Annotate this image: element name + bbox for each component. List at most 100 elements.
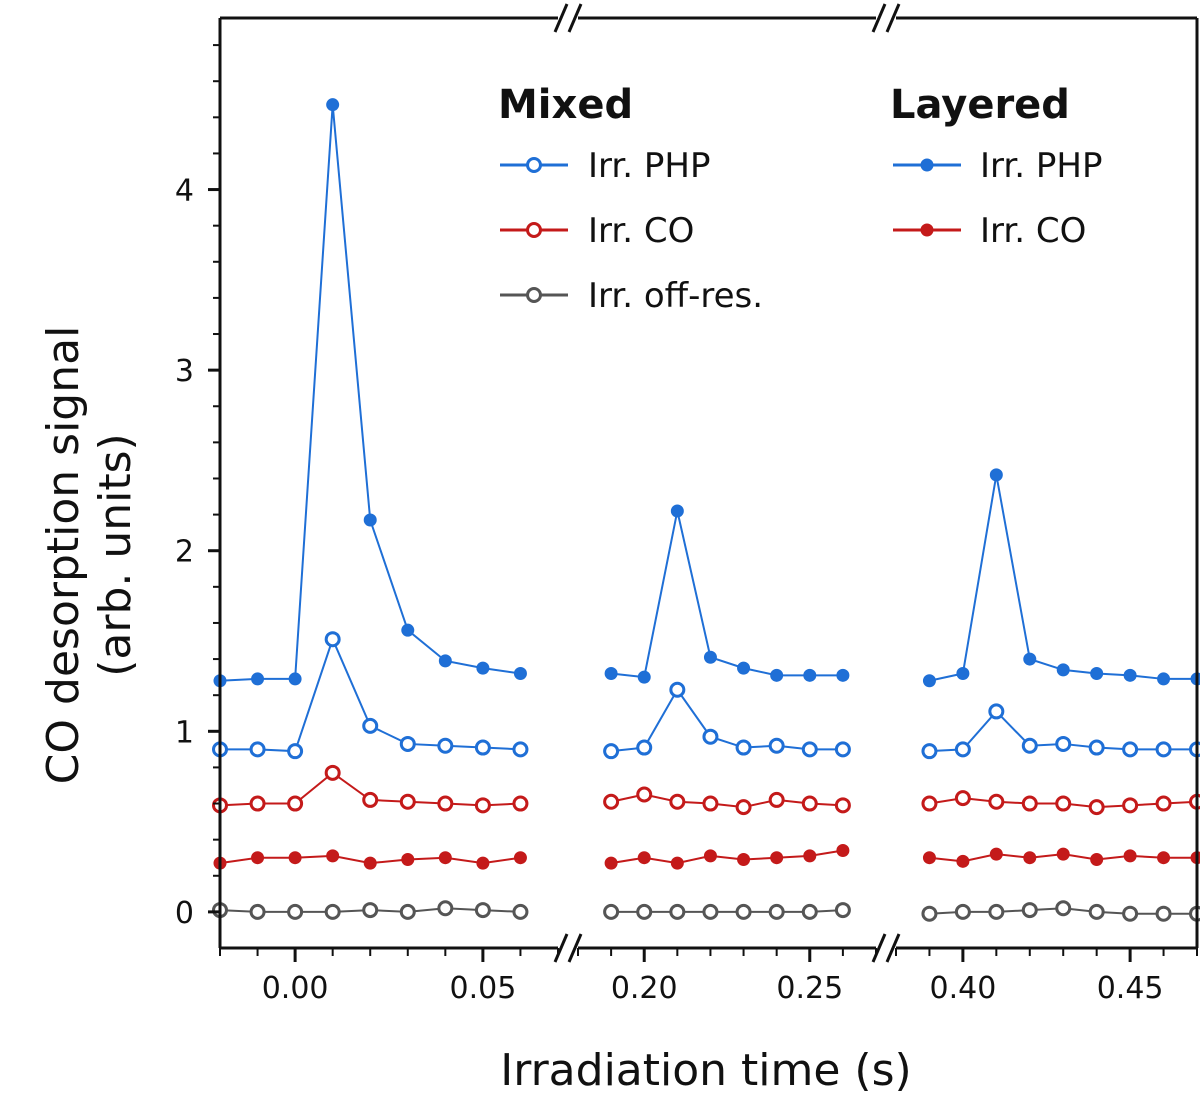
mixed-irr-off-res-point [1055,900,1072,917]
mixed-irr-co-point [702,795,719,812]
mixed-irr-php-point [669,681,686,698]
axis-break-mark [885,3,901,33]
x-tick-label: 0.40 [929,971,996,1006]
legend-mixed-label: Irr. off-res. [588,276,763,316]
legend-mixed-marker [526,287,542,303]
mixed-irr-php-point [735,739,752,756]
axis-break-mark [885,933,901,963]
mixed-irr-co-point [287,795,304,812]
legend-layered-marker [920,223,934,237]
layered-irr-php-point [1157,672,1171,686]
mixed-irr-off-res-point [287,903,304,920]
layered-irr-co-point [637,851,651,865]
layered-irr-co-point [956,854,970,868]
mixed-irr-php-point [702,728,719,745]
mixed-irr-php-point [1055,735,1072,752]
layered-irr-co-point [326,849,340,863]
mixed-irr-off-res-point [1155,905,1172,922]
mixed-irr-co-point [399,793,416,810]
mixed-irr-php-point [603,743,620,760]
mixed-irr-off-res-point [474,902,491,919]
layered-irr-php-point [513,667,527,681]
y-tick-label: 2 [175,535,194,570]
mixed-irr-co-point [834,797,851,814]
axis-break-mark [871,3,887,33]
layered-irr-php-point [363,513,377,527]
axis-break-mark [871,933,887,963]
layered-irr-co-point [803,849,817,863]
mixed-irr-off-res-point [603,903,620,920]
mixed-irr-php-point [399,735,416,752]
mixed-irr-php-point [249,741,266,758]
layered-irr-php-point [803,668,817,682]
mixed-irr-co-point [801,795,818,812]
mixed-irr-off-res-point [921,905,938,922]
mixed-irr-php-point [801,741,818,758]
axis-break-mark [553,933,569,963]
layered-irr-co-point [401,853,415,867]
mixed-irr-co-point [1122,797,1139,814]
mixed-irr-php-point [1189,741,1200,758]
mixed-irr-php-point [512,741,529,758]
mixed-irr-co-point [249,795,266,812]
y-tick-label: 0 [175,896,194,931]
layered-irr-php-point [989,468,1003,482]
mixed-irr-co-point [735,799,752,816]
layered-irr-php-point [670,504,684,518]
mixed-irr-co-point [437,795,454,812]
layered-irr-php-point [1090,667,1104,681]
layered-irr-php-point [476,661,490,675]
y-tick-label: 4 [175,174,194,209]
y-tick-label: 3 [175,354,194,389]
legend-layered-title: Layered [890,82,1070,128]
legend-mixed-marker [526,157,542,173]
layered-irr-co-point [438,851,452,865]
layered-irr-php-point [438,654,452,668]
legend-layered-marker [920,158,934,172]
layered-irr-co-point [670,856,684,870]
layered-irr-php-point [737,661,751,675]
mixed-irr-php-point [1122,741,1139,758]
mixed-irr-off-res-point [1021,902,1038,919]
axis-break-mark [567,933,583,963]
layered-irr-php-point [836,668,850,682]
mixed-irr-co-point [1155,795,1172,812]
mixed-irr-off-res-point [636,903,653,920]
legend-mixed-title: Mixed [498,82,633,128]
legend-mixed-label: Irr. CO [588,211,694,251]
layered-irr-php-line-segment-1 [219,104,521,682]
layered-irr-co-point [770,851,784,865]
legend-mixed-label: Irr. PHP [588,146,710,186]
mixed-irr-php-point [921,743,938,760]
mixed-irr-co-point [603,793,620,810]
layered-irr-php-point [251,672,265,686]
mixed-irr-co-point [636,786,653,803]
mixed-irr-co-point [474,797,491,814]
mixed-irr-php-line-segment-1 [220,636,521,753]
mixed-irr-co-point [324,764,341,781]
layered-irr-co-point [288,851,302,865]
layered-irr-php-point [326,98,340,112]
mixed-irr-php-point [834,741,851,758]
layered-irr-co-point [989,847,1003,861]
mixed-irr-php-point [636,739,653,756]
mixed-irr-co-point [954,790,971,807]
mixed-irr-co-point [362,791,379,808]
mixed-irr-off-res-point [324,903,341,920]
layered-irr-php-point [288,672,302,686]
mixed-irr-off-res-point [702,903,719,920]
mixed-irr-off-res-point [249,903,266,920]
layered-irr-co-point [363,856,377,870]
mixed-irr-php-point [437,737,454,754]
mixed-irr-php-point [1088,739,1105,756]
mixed-irr-off-res-point [834,902,851,919]
layered-irr-php-point [604,667,618,681]
layered-irr-php-point [1056,663,1070,677]
layered-irr-php-point [770,668,784,682]
mixed-irr-co-point [669,793,686,810]
mixed-irr-php-point [362,717,379,734]
layered-irr-co-point [703,849,717,863]
layered-irr-php-line-segment-3 [929,474,1197,682]
